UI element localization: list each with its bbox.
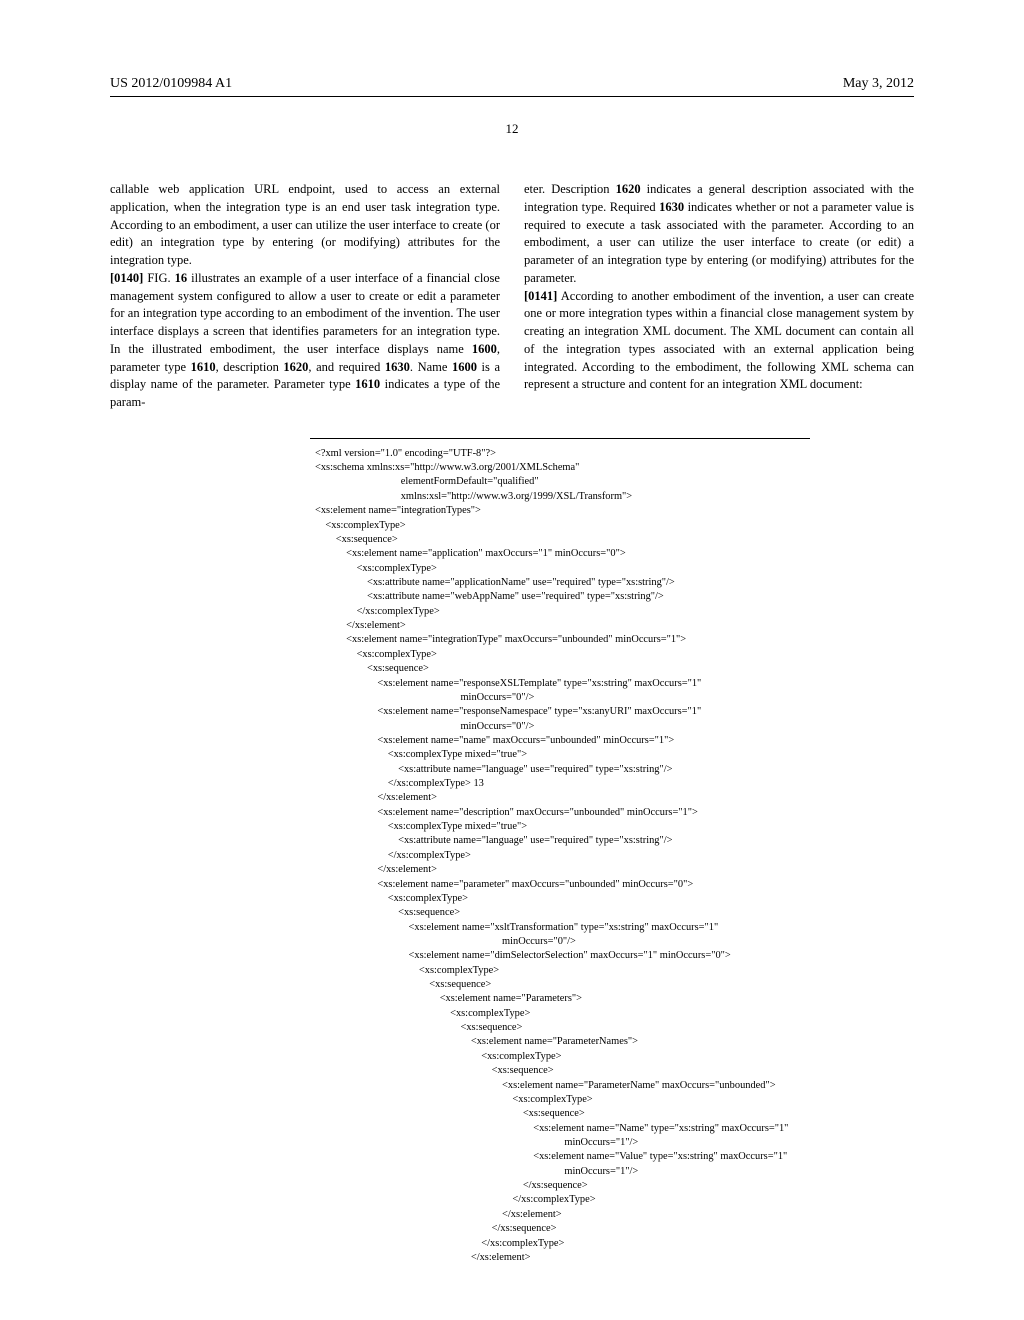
- left-column: callable web application URL endpoint, u…: [110, 181, 500, 412]
- body-columns: callable web application URL endpoint, u…: [110, 181, 914, 412]
- para-num-0140: [0140]: [110, 271, 143, 285]
- patent-page: US 2012/0109984 A1 May 3, 2012 12 callab…: [0, 0, 1024, 1320]
- left-para-2: [0140] FIG. 16 illustrates an example of…: [110, 270, 500, 412]
- page-number: 12: [110, 121, 914, 137]
- xml-schema-block: <?xml version="1.0" encoding="UTF-8"?> <…: [315, 447, 914, 1265]
- right-para-1: eter. Description 1620 indicates a gener…: [524, 181, 914, 288]
- header-row: US 2012/0109984 A1 May 3, 2012: [110, 76, 914, 92]
- para-num-0141: [0141]: [524, 289, 557, 303]
- right-column: eter. Description 1620 indicates a gener…: [524, 181, 914, 412]
- left-para-1: callable web application URL endpoint, u…: [110, 181, 500, 270]
- code-separator: [310, 438, 810, 439]
- header-rule: [110, 96, 914, 97]
- publication-number: US 2012/0109984 A1: [110, 76, 232, 92]
- right-para-2: [0141] According to another embodiment o…: [524, 288, 914, 395]
- publication-date: May 3, 2012: [843, 76, 914, 92]
